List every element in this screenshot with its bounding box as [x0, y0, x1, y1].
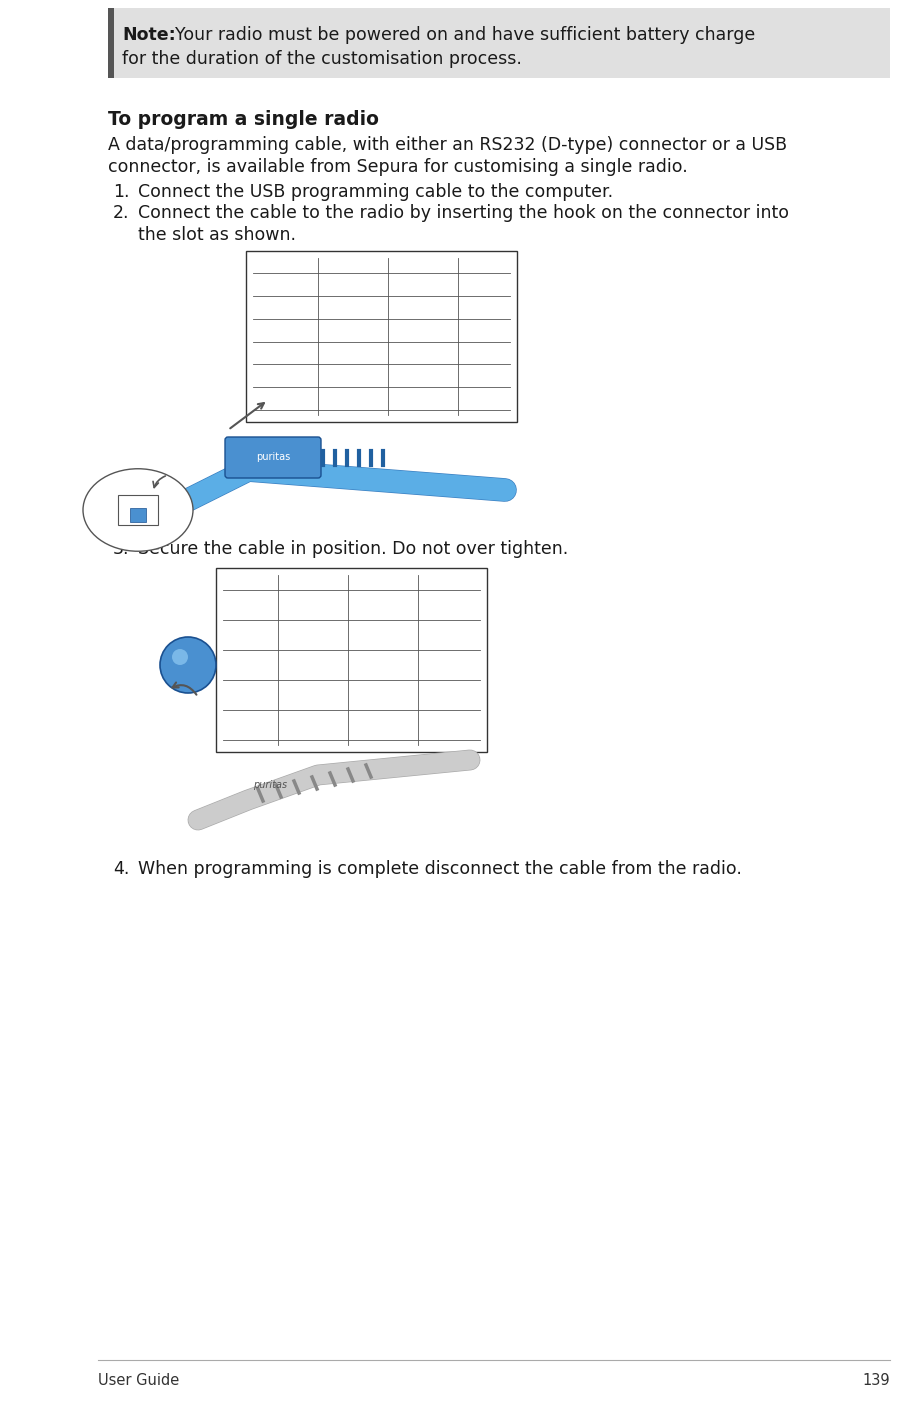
- Text: for the duration of the customisation process.: for the duration of the customisation pr…: [122, 51, 522, 67]
- Text: puritas: puritas: [256, 452, 290, 462]
- Text: Connect the USB programming cable to the computer.: Connect the USB programming cable to the…: [138, 183, 613, 201]
- Bar: [108, 8, 114, 79]
- Text: the slot as shown.: the slot as shown.: [138, 226, 296, 244]
- Bar: [168, 565, 490, 830]
- Text: 3.: 3.: [113, 540, 129, 558]
- FancyBboxPatch shape: [216, 568, 487, 752]
- FancyBboxPatch shape: [225, 437, 321, 478]
- Text: To program a single radio: To program a single radio: [108, 110, 379, 129]
- Text: 139: 139: [862, 1373, 890, 1388]
- Text: connector, is available from Sepura for customising a single radio.: connector, is available from Sepura for …: [108, 157, 688, 176]
- Text: 1.: 1.: [113, 183, 129, 201]
- Circle shape: [160, 636, 216, 693]
- Text: When programming is complete disconnect the cable from the radio.: When programming is complete disconnect …: [138, 860, 742, 878]
- Bar: [118, 495, 158, 525]
- Text: Your radio must be powered on and have sufficient battery charge: Your radio must be powered on and have s…: [164, 27, 756, 44]
- Circle shape: [172, 649, 188, 665]
- Text: Secure the cable in position. Do not over tighten.: Secure the cable in position. Do not ove…: [138, 540, 569, 558]
- Text: A data/programming cable, with either an RS232 (D-type) connector or a USB: A data/programming cable, with either an…: [108, 136, 787, 155]
- Text: 4.: 4.: [113, 860, 129, 878]
- Text: Connect the cable to the radio by inserting the hook on the connector into: Connect the cable to the radio by insert…: [138, 204, 789, 222]
- Bar: [168, 249, 520, 520]
- Text: User Guide: User Guide: [98, 1373, 179, 1388]
- Bar: [130, 509, 146, 523]
- Text: puritas: puritas: [253, 780, 287, 790]
- Text: Note:: Note:: [122, 27, 176, 44]
- Ellipse shape: [83, 469, 193, 551]
- Text: 2.: 2.: [113, 204, 129, 222]
- Bar: [108, 8, 890, 79]
- FancyBboxPatch shape: [246, 251, 517, 422]
